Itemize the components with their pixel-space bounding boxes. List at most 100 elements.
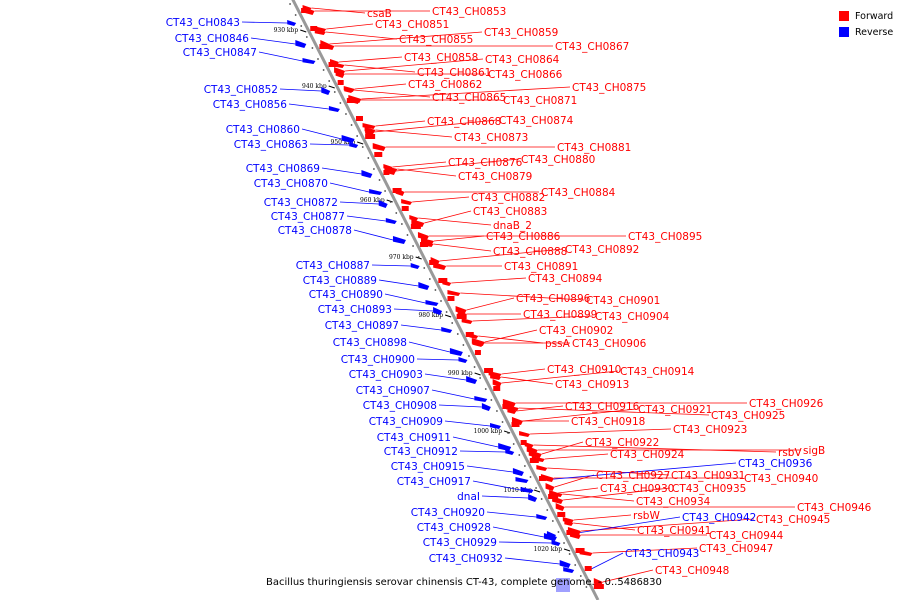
reverse-gene-label-ct43-ch0907: CT43_CH0907: [356, 385, 430, 397]
forward-leader-line: [460, 292, 585, 301]
forward-gene-feature: [429, 260, 436, 265]
forward-gene-feature: [301, 8, 311, 13]
minor-tick-dot: [523, 465, 526, 467]
forward-leader-line: [412, 196, 470, 203]
forward-leader-line: [424, 210, 472, 224]
forward-gene-label-ct43-ch0921: CT43_CH0921: [638, 404, 712, 416]
forward-gene-feature: [566, 530, 573, 535]
forward-gene-feature: [526, 446, 538, 454]
forward-gene-label-ct43-ch0888: CT43_CH0888: [493, 246, 567, 258]
forward-gene-feature: [364, 127, 376, 133]
reverse-leader-line: [346, 215, 386, 222]
forward-leader-line: [392, 161, 447, 168]
reverse-gene-feature: [425, 300, 439, 306]
reverse-leader-line: [459, 450, 506, 453]
forward-gene-label-ct43-ch0925: CT43_CH0925: [711, 410, 785, 422]
forward-leader-line: [554, 474, 595, 488]
forward-gene-label-ct43-ch0855: CT43_CH0855: [399, 34, 473, 46]
forward-gene-label-ct43-ch0875: CT43_CH0875: [572, 82, 646, 94]
reverse-gene-feature: [449, 348, 463, 356]
minor-tick-dot: [373, 168, 375, 170]
minor-tick-dot: [428, 278, 431, 280]
forward-gene-label-ct43-ch0902: CT43_CH0902: [539, 325, 613, 337]
reverse-leader-line: [424, 373, 467, 381]
forward-leader-line: [501, 368, 546, 375]
forward-gene-feature: [484, 368, 494, 373]
reverse-leader-line: [279, 88, 322, 92]
reverse-gene-label-ct43-ch0900: CT43_CH0900: [341, 354, 415, 366]
minor-tick-dot: [339, 102, 342, 104]
tick-label-940-kbp: 940 kbp: [302, 83, 327, 90]
minor-tick-dot: [462, 344, 465, 346]
minor-tick-dot: [473, 366, 476, 368]
minor-tick-dot: [546, 509, 549, 511]
legend-forward-label: Forward: [855, 10, 894, 22]
reverse-leader-line: [301, 128, 342, 140]
forward-gene-label-ct43-ch0858: CT43_CH0858: [404, 52, 478, 64]
forward-gene-label-ct43-ch0891: CT43_CH0891: [504, 261, 578, 273]
forward-gene-label-ct43-ch0864: CT43_CH0864: [485, 54, 560, 66]
forward-gene-label-ct43-ch0941: CT43_CH0941: [637, 525, 711, 537]
reverse-gene-label-ct43-ch0928: CT43_CH0928: [417, 522, 491, 534]
reverse-leader-line: [353, 229, 394, 241]
minor-tick-dot: [384, 190, 387, 192]
reverse-gene-feature: [458, 357, 468, 363]
tick-mark: [474, 372, 481, 376]
minor-tick-dot: [367, 157, 370, 159]
reverse-gene-label-ct43-ch0932: CT43_CH0932: [429, 553, 503, 565]
forward-gene-feature: [409, 215, 419, 221]
minor-tick-dot: [468, 355, 470, 357]
forward-gene-feature: [538, 476, 546, 481]
reverse-gene-label-ct43-ch0911: CT43_CH0911: [377, 432, 451, 444]
minor-tick-dot: [496, 410, 498, 412]
reverse-leader-line: [431, 389, 475, 400]
forward-leader-line: [354, 83, 407, 90]
reverse-leader-line: [288, 103, 329, 110]
minor-tick-dot: [501, 421, 504, 423]
forward-leader-line: [375, 120, 426, 127]
forward-gene-label-ct43-ch0940: CT43_CH0940: [744, 473, 818, 485]
minor-tick-dot: [317, 58, 319, 60]
reverse-gene-feature: [378, 200, 388, 208]
reverse-gene-feature: [418, 282, 430, 290]
tick-label-970-kbp: 970 kbp: [389, 254, 414, 261]
reverse-gene-feature: [433, 307, 443, 315]
forward-gene-label-ct43-ch0884: CT43_CH0884: [541, 187, 616, 199]
forward-gene-feature: [410, 224, 421, 229]
forward-gene-label-ct43-ch0873: CT43_CH0873: [454, 132, 528, 144]
reverse-gene-feature: [474, 396, 488, 402]
reverse-leader-line: [393, 308, 434, 312]
reverse-gene-feature: [410, 263, 420, 269]
forward-gene-feature: [401, 199, 413, 205]
tick-mark: [386, 199, 393, 203]
forward-gene-label-csab: csaB: [367, 8, 392, 20]
reverse-leader-line: [481, 495, 529, 499]
forward-leader-line: [397, 168, 457, 177]
forward-leader-line: [478, 335, 544, 344]
reverse-gene-feature: [515, 477, 529, 483]
forward-gene-label-ct43-ch0926: CT43_CH0926: [749, 398, 824, 410]
forward-gene-label-ct43-ch0947: CT43_CH0947: [699, 543, 773, 555]
reverse-gene-label-ct43-ch0903: CT43_CH0903: [349, 369, 423, 381]
reverse-gene-feature: [287, 20, 297, 26]
reverse-gene-feature: [563, 567, 575, 573]
forward-gene-feature: [335, 70, 345, 78]
reverse-leader-line: [339, 201, 379, 205]
forward-gene-label-ct43-ch0924: CT43_CH0924: [610, 449, 685, 461]
tick-mark: [444, 314, 452, 318]
forward-gene-feature: [344, 87, 354, 93]
forward-leader-line: [563, 487, 671, 501]
forward-gene-feature: [490, 374, 502, 380]
forward-gene-feature: [564, 520, 574, 526]
tick-mark: [300, 29, 307, 33]
forward-leader-line: [573, 514, 632, 521]
reverse-gene-label-ct43-ch0852: CT43_CH0852: [204, 84, 278, 96]
forward-gene-feature: [545, 483, 555, 491]
forward-gene-label-ct43-ch0906: CT43_CH0906: [572, 338, 647, 350]
reverse-gene-feature: [392, 236, 406, 244]
forward-leader-line: [375, 129, 453, 138]
reverse-leader-line: [492, 526, 545, 538]
minor-tick-dot: [322, 69, 325, 71]
minor-tick-dot: [579, 575, 582, 577]
tick-mark: [563, 548, 571, 552]
